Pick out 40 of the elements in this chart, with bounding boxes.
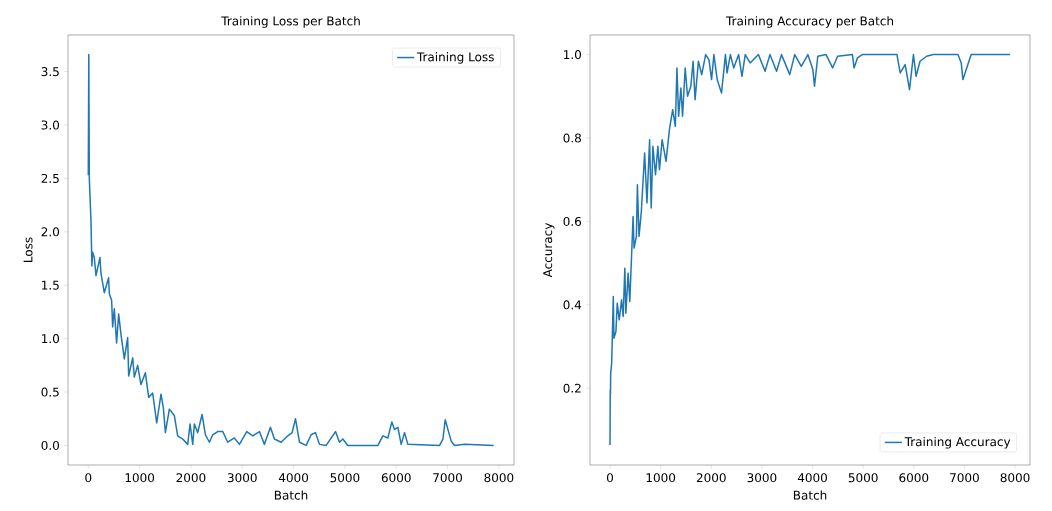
y-tick-label: 3.0 — [41, 120, 60, 130]
x-axis-title: Batch — [274, 490, 308, 500]
legend-label: Training Accuracy — [904, 436, 1011, 449]
y-axis-title: Loss — [23, 237, 33, 262]
x-axis-title: Batch — [793, 490, 827, 500]
y-tick-label: 1.5 — [42, 280, 59, 290]
y-tick-label: 1.0 — [42, 334, 60, 344]
chart-title: Training Loss per Batch — [221, 16, 360, 28]
x-tick-label: 8000 — [484, 473, 514, 483]
line-series — [87, 53, 495, 447]
y-tick-label: 0.0 — [41, 440, 60, 450]
y-tick-label: 2.0 — [41, 227, 60, 237]
x-tick-label: 1000 — [125, 473, 155, 483]
y-tick-label: 0.2 — [563, 383, 581, 393]
y-tick-label: 0.6 — [563, 216, 582, 226]
x-tick-label: 6000 — [899, 473, 929, 483]
y-tick-label: 2.5 — [41, 173, 59, 183]
x-tick-label: 4000 — [797, 473, 827, 483]
chart-title: Training Accuracy per Batch — [725, 16, 894, 28]
x-tick-label: 7000 — [950, 473, 979, 483]
y-tick-label: 1.0 — [564, 50, 582, 60]
x-tick-label: 3000 — [227, 473, 257, 483]
x-tick-label: 2000 — [176, 473, 206, 483]
x-tick-label: 4000 — [278, 473, 309, 483]
x-tick-label: 2000 — [696, 473, 726, 483]
x-tick-label: 6000 — [381, 473, 411, 483]
x-tick-label: 0 — [606, 473, 614, 483]
y-axis-title: Accuracy — [543, 222, 555, 278]
x-tick-label: 0 — [85, 473, 92, 483]
y-tick-label: 0.8 — [563, 133, 581, 143]
y-tick-label: 3.5 — [41, 67, 59, 77]
y-tick-label: 0.5 — [41, 387, 59, 397]
x-tick-label: 7000 — [433, 473, 462, 483]
x-tick-label: 5000 — [848, 473, 878, 483]
x-tick-label: 1000 — [646, 473, 676, 483]
x-tick-label: 8000 — [1000, 473, 1030, 483]
y-tick-label: 0.4 — [563, 300, 582, 310]
x-tick-label: 3000 — [747, 473, 777, 483]
x-tick-label: 5000 — [330, 473, 360, 483]
legend-label: Training Loss — [416, 52, 494, 64]
